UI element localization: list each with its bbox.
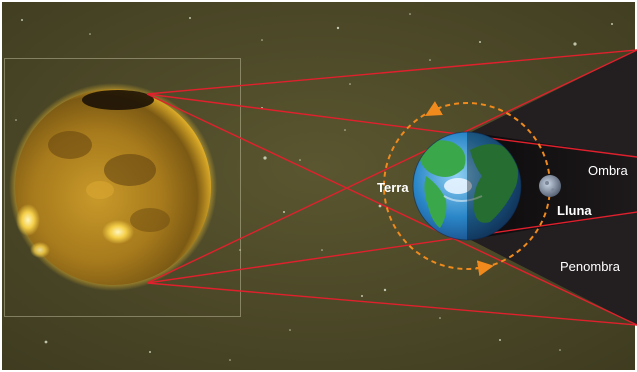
orbit-arrow-icon	[425, 101, 443, 116]
penumbra-label: Penombra	[560, 259, 620, 274]
moon-label: Lluna	[557, 203, 592, 218]
sun-image	[9, 83, 217, 291]
shadow-rays	[146, 49, 637, 326]
moon-image	[539, 175, 561, 197]
umbra-label: Ombra	[588, 163, 628, 178]
star-field	[15, 13, 613, 361]
orbit-arrow-icon	[475, 260, 494, 277]
sun-photo-frame	[4, 58, 241, 317]
earth-label: Terra	[377, 180, 409, 195]
